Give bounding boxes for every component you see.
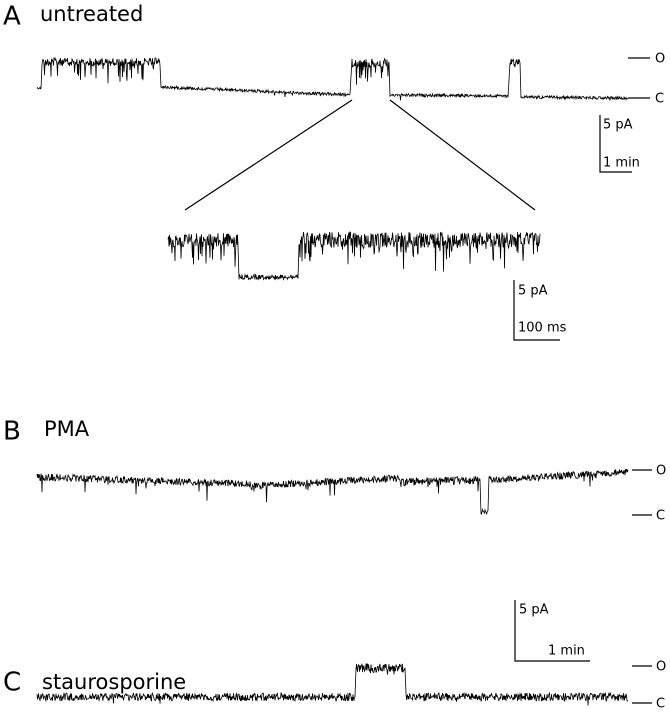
scale-bar xyxy=(514,600,590,662)
panel-letter: B xyxy=(3,417,21,447)
panel-letter: A xyxy=(3,2,21,32)
scale-bar xyxy=(599,115,632,173)
current-trace xyxy=(36,56,629,101)
open-label: O xyxy=(655,52,665,67)
scale-time: 1 min xyxy=(548,644,585,659)
open-label: O xyxy=(656,464,666,479)
scale-time: 1 min xyxy=(603,156,640,171)
panel-title: untreated xyxy=(40,2,143,26)
closed-label: C xyxy=(655,92,664,107)
closed-label: C xyxy=(656,697,665,712)
scale-current: 5 pA xyxy=(519,603,549,618)
panel-title: PMA xyxy=(44,417,90,441)
open-label: O xyxy=(656,660,666,675)
panel-title: staurosporine xyxy=(42,670,186,694)
scale-current: 5 pA xyxy=(518,284,548,299)
zoom-line xyxy=(389,99,536,211)
current-trace xyxy=(167,231,541,281)
scale-bar xyxy=(513,280,560,341)
scale-time: 100 ms xyxy=(518,321,567,336)
current-trace xyxy=(36,663,629,706)
zoom-line xyxy=(184,99,353,211)
panel-letter: C xyxy=(3,668,21,698)
closed-label: C xyxy=(656,509,665,524)
current-trace xyxy=(36,468,629,516)
scale-current: 5 pA xyxy=(603,118,633,133)
